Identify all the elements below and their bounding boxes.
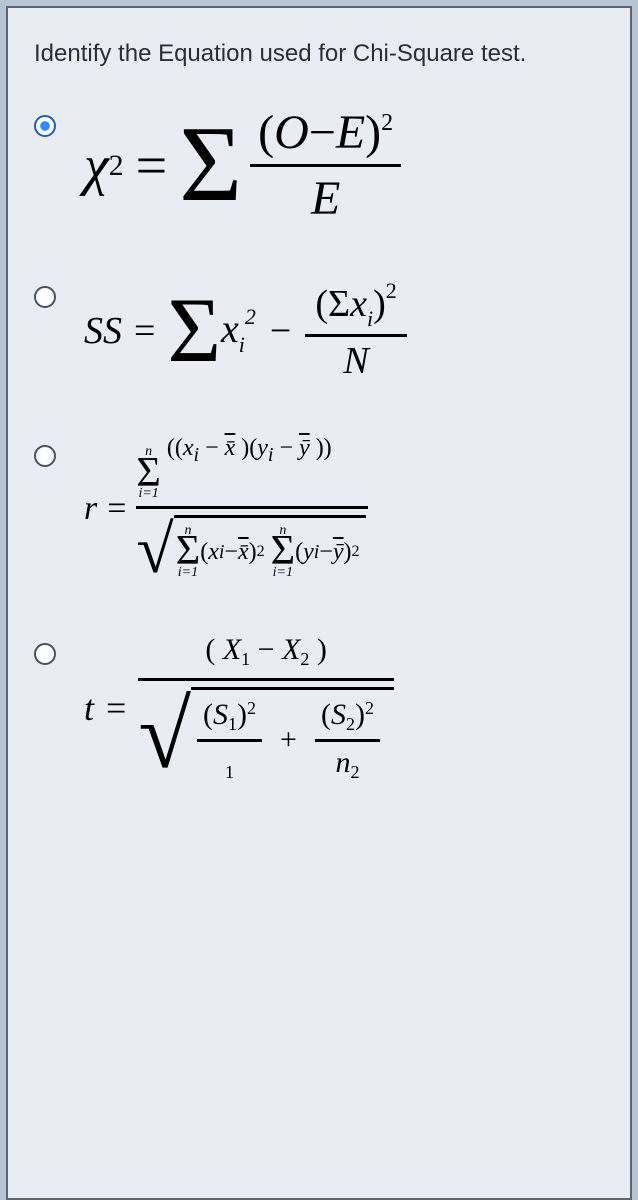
ss-num: (Σxi)2	[305, 276, 406, 337]
chi-denominator: E	[303, 167, 348, 226]
radio-ss[interactable]	[34, 286, 56, 308]
chi-exp: 2	[109, 149, 124, 183]
radio-r[interactable]	[34, 445, 56, 467]
chi-numerator: (O−E)2	[250, 105, 401, 167]
equals-1: =	[136, 134, 168, 198]
equation-r: r = nΣi=1 ((xi − x̄ )(yi − ȳ ))	[84, 435, 604, 583]
option-t[interactable]: t = ( X1 − X2 ) √	[34, 633, 604, 783]
r-numerator: nΣi=1 ((xi − x̄ )(yi − ȳ ))	[136, 435, 367, 506]
equation-chi-square: χ2 = Σ (O−E)2 E	[84, 105, 604, 226]
question-text: Identify the Equation used for Chi-Squar…	[34, 38, 604, 69]
ss-symbol: SS	[84, 309, 122, 353]
option-ss[interactable]: SS = Σ xi2 − (Σxi)2 N	[34, 276, 604, 385]
r-symbol: r	[84, 490, 97, 528]
sigma-2: Σ	[167, 294, 221, 368]
equals-4: =	[106, 687, 126, 729]
t-symbol: t	[84, 687, 94, 729]
question-panel: Identify the Equation used for Chi-Squar…	[6, 6, 632, 1200]
sigma-1: Σ	[179, 122, 242, 208]
chi-symbol: χ	[84, 134, 109, 198]
t-denominator: √ (S1)2 1 + (S2)2 n2	[138, 681, 394, 783]
option-chi-square[interactable]: χ2 = Σ (O−E)2 E	[34, 105, 604, 226]
equation-ss: SS = Σ xi2 − (Σxi)2 N	[84, 276, 604, 385]
radio-chi-square[interactable]	[34, 115, 56, 137]
r-denominator: √ nΣi=1 (xi −x̄)2 nΣi=1 (yi −ȳ)2	[136, 509, 367, 583]
minus-2: −	[270, 309, 291, 353]
radio-t[interactable]	[34, 643, 56, 665]
equation-t: t = ( X1 − X2 ) √	[84, 633, 604, 783]
equals-2: =	[134, 309, 155, 353]
option-r[interactable]: r = nΣi=1 ((xi − x̄ )(yi − ȳ ))	[34, 435, 604, 583]
t-numerator: ( X1 − X2 )	[185, 633, 347, 678]
xi2: xi2	[221, 304, 256, 358]
equals-3: =	[107, 490, 126, 528]
ss-den: N	[333, 337, 378, 385]
options-group: χ2 = Σ (O−E)2 E SS =	[34, 105, 604, 783]
